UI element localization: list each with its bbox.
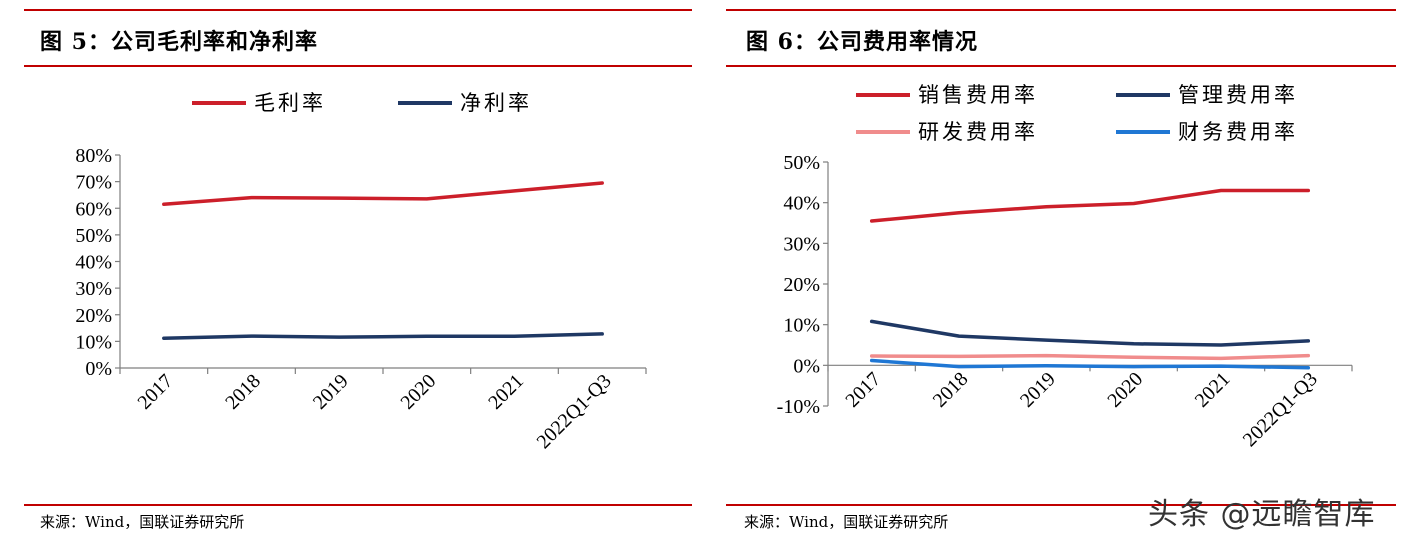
y-tick-label: 40% bbox=[75, 252, 112, 274]
y-tick-label: 70% bbox=[75, 172, 112, 194]
legend-label: 研发费用率 bbox=[918, 120, 1038, 144]
watermark: 头条 @远瞻智库 bbox=[1148, 497, 1376, 532]
legend-label: 毛利率 bbox=[254, 91, 326, 115]
figure-title: 图 5：公司毛利率和净利率 bbox=[40, 29, 318, 55]
x-tick-label: 2017 bbox=[841, 368, 885, 412]
y-tick-label: 50% bbox=[783, 152, 820, 174]
figure-title: 图 6：公司费用率情况 bbox=[746, 29, 978, 55]
y-tick-label: 40% bbox=[783, 193, 820, 215]
x-tick-label: 2021 bbox=[484, 370, 528, 414]
bottom-rule bbox=[726, 504, 1396, 506]
x-tick-label: 2019 bbox=[1016, 368, 1060, 412]
title-rule bbox=[726, 65, 1396, 67]
source-note: 来源：Wind，国联证券研究所 bbox=[744, 513, 949, 531]
y-tick-label: 20% bbox=[75, 305, 112, 327]
legend-label: 财务费用率 bbox=[1178, 120, 1298, 144]
y-tick-label: 20% bbox=[783, 274, 820, 296]
x-tick-label: 2020 bbox=[397, 370, 441, 414]
series-line bbox=[162, 332, 604, 340]
y-tick-label: 30% bbox=[783, 233, 820, 255]
bottom-rule bbox=[24, 504, 692, 506]
y-tick-label: -10% bbox=[777, 396, 820, 418]
y-tick-label: 0% bbox=[85, 358, 112, 380]
y-tick-label: 0% bbox=[793, 355, 820, 377]
y-tick-label: 30% bbox=[75, 278, 112, 300]
series-line bbox=[162, 181, 604, 207]
series-line bbox=[869, 353, 1311, 361]
top-rule bbox=[24, 9, 692, 11]
source-note: 来源：Wind，国联证券研究所 bbox=[40, 513, 245, 531]
top-rule bbox=[726, 9, 1396, 11]
series-line bbox=[869, 358, 1311, 370]
y-tick-label: 80% bbox=[75, 145, 112, 167]
x-tick-label: 2021 bbox=[1191, 368, 1235, 412]
series-line bbox=[869, 319, 1311, 347]
legend-label: 销售费用率 bbox=[918, 83, 1038, 107]
x-tick-label: 2022Q1-Q3 bbox=[1239, 368, 1322, 451]
x-tick-label: 2019 bbox=[309, 370, 353, 414]
series-line bbox=[869, 188, 1311, 223]
title-rule bbox=[24, 65, 692, 67]
figure-panel-right: 图 6：公司费用率情况 销售费用率 管理费用率研发费用率 财务费用率 -10% 0% 10… bbox=[720, 0, 1428, 545]
chart-left: 毛利率 净利率 0% 10% 20% 30% 40% 50% 60% 70% 80% 2017 2018… bbox=[75, 91, 647, 453]
x-tick-label: 2018 bbox=[929, 368, 973, 412]
x-tick-label: 2022Q1-Q3 bbox=[533, 370, 616, 453]
legend-label: 净利率 bbox=[460, 91, 532, 115]
y-tick-label: 10% bbox=[783, 315, 820, 337]
legend-label: 管理费用率 bbox=[1178, 83, 1298, 107]
y-tick-label: 60% bbox=[75, 198, 112, 220]
y-tick-label: 50% bbox=[75, 225, 112, 247]
x-tick-label: 2017 bbox=[134, 370, 178, 414]
figure-panel-left: 图 5：公司毛利率和净利率 毛利率 净利率 0% 10% 20% 30% 40% 50% 60%… bbox=[0, 0, 700, 545]
y-tick-label: 10% bbox=[75, 331, 112, 353]
x-tick-label: 2020 bbox=[1103, 368, 1147, 412]
x-tick-label: 2018 bbox=[221, 370, 265, 414]
